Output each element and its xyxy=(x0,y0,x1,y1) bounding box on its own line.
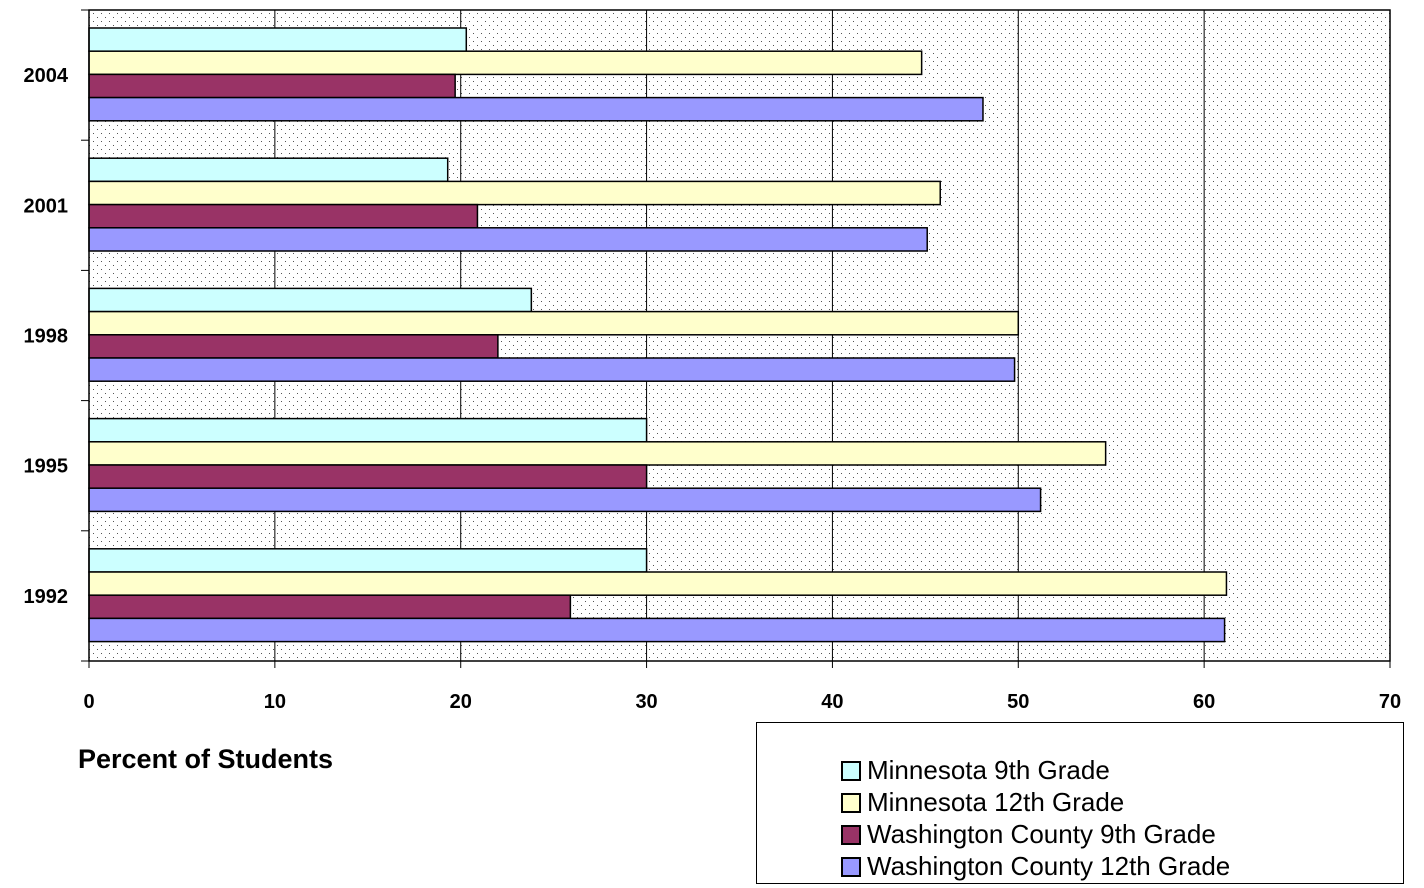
bar xyxy=(88,287,533,313)
y-tick-label: 2001 xyxy=(24,195,69,217)
y-tick-label: 1995 xyxy=(24,456,69,478)
legend-item-mn-9th: Minnesota 9th Grade xyxy=(841,755,1110,786)
legend-label: Washington County 9th Grade xyxy=(867,819,1216,849)
bar xyxy=(88,73,456,99)
bar xyxy=(88,180,941,206)
legend-swatch-wc-12th xyxy=(841,856,861,877)
x-tick-label: 50 xyxy=(1007,691,1029,713)
legend-swatch-mn-12th xyxy=(841,792,861,813)
bar xyxy=(88,310,1020,336)
bar xyxy=(88,417,648,443)
bar xyxy=(88,203,479,229)
bar xyxy=(88,27,468,52)
legend-label: Minnesota 9th Grade xyxy=(867,755,1110,785)
legend-item-wc-12th: Washington County 12th Grade xyxy=(841,851,1230,882)
bar xyxy=(88,441,1107,466)
x-tick-label: 30 xyxy=(635,691,657,713)
bar xyxy=(88,487,1042,513)
y-tick-label: 2004 xyxy=(24,65,69,87)
x-tick-label: 60 xyxy=(1193,691,1215,713)
axes xyxy=(81,9,1391,668)
bar xyxy=(88,157,449,183)
legend-item-mn-12th: Minnesota 12th Grade xyxy=(841,787,1124,818)
x-axis-label: Percent of Students xyxy=(78,744,334,774)
bar xyxy=(88,227,928,252)
legend-swatch-wc-9th xyxy=(841,824,861,845)
legend: Minnesota 9th Grade Minnesota 12th Grade… xyxy=(756,722,1404,884)
x-tick-label: 0 xyxy=(83,691,94,713)
y-tick-label: 1998 xyxy=(24,326,69,348)
x-tick-labels: 0 10 20 30 40 50 60 70 xyxy=(83,691,1401,713)
legend-item-wc-9th: Washington County 9th Grade xyxy=(841,819,1216,850)
x-tick-label: 20 xyxy=(450,691,472,713)
bar xyxy=(88,357,1016,382)
bar-chart: 0 10 20 30 40 50 60 70 2004 2001 1998 1995 1992 xyxy=(24,9,1401,713)
y-tick-labels: 2004 2001 1998 1995 1992 xyxy=(24,65,69,608)
bar xyxy=(88,464,648,489)
bar xyxy=(88,617,1226,643)
x-tick-label: 10 xyxy=(264,691,286,713)
bar xyxy=(88,571,1228,596)
plot-border xyxy=(88,9,1391,662)
bar xyxy=(88,594,572,620)
legend-label: Washington County 12th Grade xyxy=(867,851,1231,881)
x-tick-label: 70 xyxy=(1379,691,1401,713)
legend-label: Minnesota 12th Grade xyxy=(867,787,1125,817)
bar xyxy=(88,548,648,573)
y-tick-label: 1992 xyxy=(24,586,69,608)
bar xyxy=(88,96,984,122)
legend-swatch-mn-9th xyxy=(841,760,861,781)
bar xyxy=(88,334,499,359)
bar xyxy=(88,50,923,76)
x-tick-label: 40 xyxy=(821,691,843,713)
